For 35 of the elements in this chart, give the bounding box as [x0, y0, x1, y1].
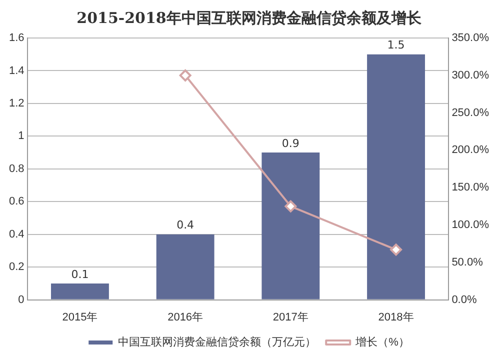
data-label: 0.4: [176, 218, 194, 232]
y2-tick-label: 0.0%: [452, 294, 477, 306]
y-tick-label: 0.8: [8, 162, 24, 175]
y-tick-label: 0.4: [8, 228, 24, 240]
bar: [367, 54, 425, 300]
y2-tick-label: 250.0%: [452, 106, 490, 119]
y-tick-label: 0.6: [8, 196, 24, 208]
y-tick-label: 1.6: [8, 32, 24, 44]
y-tick-label: 1.4: [8, 64, 24, 77]
chart-title: 2015-2018年中国互联网消费金融信贷余额及增长: [76, 8, 422, 27]
data-label: 0.9: [282, 136, 300, 150]
y2-tick-label: 50.0%: [452, 256, 484, 268]
data-label: 1.5: [387, 38, 405, 52]
x-tick-label: 2017年: [272, 311, 308, 324]
y2-tick-label: 200.0%: [452, 144, 490, 156]
x-tick-label: 2016年: [168, 311, 204, 324]
point: [284, 200, 297, 212]
y-tick-label: 1.2: [8, 97, 24, 110]
y2-tick-label: 150.0%: [452, 182, 490, 194]
y2-tick-label: 300.0%: [452, 69, 490, 82]
bar: [50, 283, 109, 300]
legend-label: 中国互联网消费金融信贷余额（万亿元）: [118, 336, 316, 349]
x-tick-label: 2015年: [62, 311, 98, 324]
y2-tick-label: 100.0%: [452, 219, 490, 232]
data-label: 0.1: [71, 268, 89, 281]
bar: [262, 152, 320, 300]
bar: [156, 234, 214, 300]
y-tick-label: 0: [18, 294, 24, 306]
y2-tick-label: 350.0%: [452, 32, 490, 44]
point: [179, 69, 192, 82]
y-tick-label: 0.2: [8, 261, 24, 274]
y-tick-label: 1: [18, 130, 24, 142]
point: [390, 244, 402, 256]
legend-label: 增长（%）: [354, 336, 410, 349]
x-tick-label: 2018年: [378, 311, 414, 324]
